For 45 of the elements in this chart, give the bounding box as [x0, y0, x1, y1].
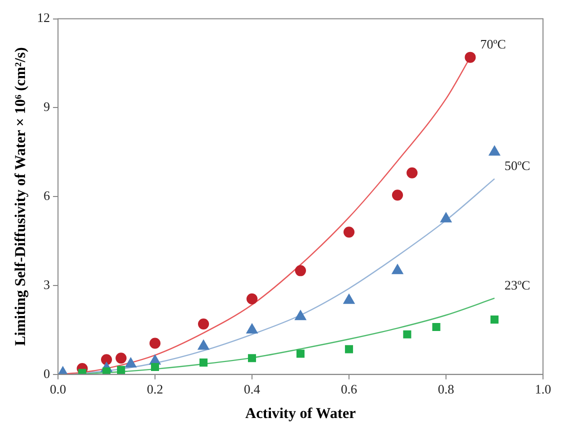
series-label: 70ºC	[480, 36, 506, 52]
x-tick-label: 0.0	[50, 382, 66, 397]
point	[117, 366, 126, 374]
point	[490, 316, 499, 324]
y-axis-title: Limiting Self-Diffusivity of Water × 10⁶ (cm²/s)	[12, 47, 29, 346]
point	[344, 226, 354, 238]
point	[488, 146, 500, 156]
x-tick-label: 0.2	[146, 382, 164, 397]
y-tick-label: 9	[44, 99, 50, 114]
y-tick-label: 12	[37, 10, 50, 26]
point	[464, 52, 476, 63]
x-tick-label: 0.4	[244, 382, 261, 397]
x-tick-label: 0.8	[438, 382, 454, 397]
x-axis-title: Activity of Water	[245, 406, 356, 422]
x-tick-label: 1.0	[534, 382, 552, 397]
point	[344, 345, 354, 354]
point	[78, 368, 86, 374]
point	[101, 354, 112, 366]
point	[392, 190, 403, 201]
point	[432, 322, 440, 332]
point	[246, 323, 258, 334]
point	[440, 212, 452, 222]
point	[116, 352, 127, 364]
point	[102, 367, 111, 374]
point	[296, 350, 305, 358]
point	[403, 330, 412, 338]
series-label: 50ºC	[504, 158, 530, 174]
y-tick-label: 3	[44, 276, 50, 292]
point	[125, 358, 136, 368]
x-tick-label: 0.6	[340, 382, 358, 397]
point	[343, 294, 355, 304]
point	[198, 318, 209, 330]
series-label: 23ºC	[504, 278, 530, 293]
point	[246, 293, 258, 304]
point	[199, 358, 208, 367]
point	[392, 264, 404, 274]
y-tick-label: 6	[44, 188, 50, 204]
point	[406, 167, 418, 178]
point	[150, 362, 160, 372]
point	[295, 265, 306, 276]
point	[294, 310, 306, 320]
y-tick-label: 0	[44, 366, 50, 381]
point	[198, 340, 210, 350]
point	[248, 354, 256, 362]
point	[150, 338, 160, 349]
